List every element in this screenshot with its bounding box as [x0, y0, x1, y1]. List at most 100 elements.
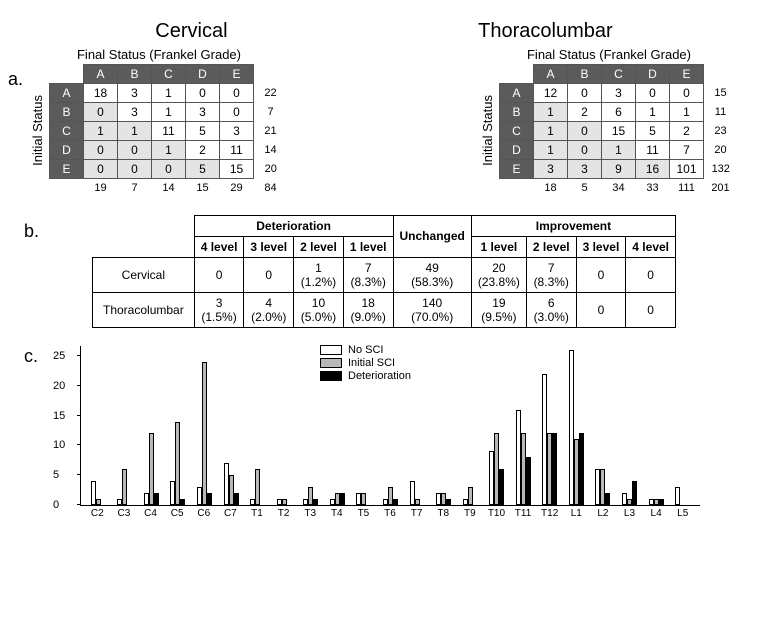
bar-nosci: [675, 487, 680, 505]
bar-det: [605, 493, 610, 505]
matrix-cell: 1: [152, 141, 186, 160]
matrix-cell: 5: [186, 160, 220, 179]
matrix-cell: 0: [568, 141, 602, 160]
matrix-cell: 5: [636, 122, 670, 141]
level-header: 3 level: [244, 236, 294, 257]
level-header: 4 level: [194, 236, 244, 257]
ytick-label: 15: [53, 410, 65, 422]
xtick-label: C2: [84, 508, 111, 519]
xtick-label: L4: [643, 508, 670, 519]
bar-group: [669, 487, 696, 505]
bar-group: [457, 487, 484, 505]
row-header: D: [50, 141, 84, 160]
matrix-cell: 7: [670, 141, 704, 160]
panel-a-left: a. Final Status (Frankel Grade) Initial …: [30, 47, 288, 197]
row-header: D: [500, 141, 534, 160]
summary-cell: 18(9.0%): [343, 292, 393, 327]
level-header: 2 level: [526, 236, 576, 257]
matrix-cell: 2: [186, 141, 220, 160]
row-header: E: [50, 160, 84, 179]
level-header: 1 level: [471, 236, 526, 257]
row-axis-left: Initial Status: [30, 95, 45, 166]
ytick-label: 0: [53, 499, 59, 511]
level-header: 4 level: [626, 236, 676, 257]
matrix-cell: 0: [220, 84, 254, 103]
matrix-cell: 0: [118, 141, 152, 160]
col-header: B: [118, 65, 152, 84]
col-total: 7: [118, 179, 152, 197]
bar-det: [579, 433, 584, 504]
summary-cell: 19(9.5%): [471, 292, 526, 327]
level-header: 1 level: [343, 236, 393, 257]
col-total: 5: [568, 179, 602, 197]
summary-cell: 0: [576, 292, 626, 327]
caption-left: Final Status (Frankel Grade): [30, 47, 288, 62]
bar-initsci: [282, 499, 287, 505]
bar-det: [340, 493, 345, 505]
bar-initsci: [122, 469, 127, 505]
bar-group: [191, 362, 218, 504]
matrix-cell: 3: [568, 160, 602, 179]
row-total: 7: [254, 103, 288, 122]
matrix-cell: 0: [84, 141, 118, 160]
xtick-label: T6: [377, 508, 404, 519]
summary-cell: 140(70.0%): [393, 292, 471, 327]
xtick-label: T3: [297, 508, 324, 519]
matrix-cell: 0: [568, 122, 602, 141]
caption-right: Final Status (Frankel Grade): [480, 47, 738, 62]
matrix-cell: 11: [220, 141, 254, 160]
row-header: E: [500, 160, 534, 179]
bar-initsci: [96, 499, 101, 505]
row-total: 21: [254, 122, 288, 141]
panel-a-label: a.: [8, 69, 23, 90]
col-total: 14: [152, 179, 186, 197]
matrix-cell: 1: [118, 122, 152, 141]
bar-initsci: [361, 493, 366, 505]
bar-group: [112, 469, 139, 505]
matrix-cell: 3: [602, 84, 636, 103]
matrix-cell: 0: [186, 84, 220, 103]
col-total: 15: [186, 179, 220, 197]
row-header: A: [500, 84, 534, 103]
matrix-cell: 16: [636, 160, 670, 179]
bar-initsci: [175, 422, 180, 505]
bar-group: [244, 469, 271, 505]
col-header: E: [670, 65, 704, 84]
xtick-label: T7: [403, 508, 430, 519]
bar-det: [499, 469, 504, 505]
matrix-cell: 11: [636, 141, 670, 160]
ytick-label: 10: [53, 439, 65, 451]
bar-group: [138, 433, 165, 504]
bar-det: [526, 457, 531, 504]
matrix-cell: 3: [220, 122, 254, 141]
matrix-cell: 6: [602, 103, 636, 122]
row-total: 132: [704, 160, 738, 179]
group-unch: Unchanged: [393, 215, 471, 257]
matrix-cell: 0: [118, 160, 152, 179]
summary-rowhead: Cervical: [93, 257, 195, 292]
col-header: D: [636, 65, 670, 84]
summary-cell: 4(2.0%): [244, 292, 294, 327]
grand-total: 84: [254, 179, 288, 197]
xtick-label: C3: [111, 508, 138, 519]
matrix-cell: 15: [220, 160, 254, 179]
title-cervical: Cervical: [155, 20, 227, 43]
summary-cell: 0: [194, 257, 244, 292]
col-header: D: [186, 65, 220, 84]
xtick-label: T11: [510, 508, 537, 519]
matrix-cell: 3: [118, 103, 152, 122]
col-header: B: [568, 65, 602, 84]
summary-cell: 6(3.0%): [526, 292, 576, 327]
matrix-cell: 101: [670, 160, 704, 179]
xtick-label: C7: [217, 508, 244, 519]
summary-rowhead: Thoracolumbar: [93, 292, 195, 327]
summary-cell: 3(1.5%): [194, 292, 244, 327]
bar-det: [207, 493, 212, 505]
bar-det: [659, 499, 664, 505]
panel-a-row: a. Final Status (Frankel Grade) Initial …: [30, 47, 738, 197]
xtick-label: L1: [563, 508, 590, 519]
col-total: 34: [602, 179, 636, 197]
row-header: C: [50, 122, 84, 141]
summary-cell: 0: [626, 292, 676, 327]
col-header: C: [152, 65, 186, 84]
